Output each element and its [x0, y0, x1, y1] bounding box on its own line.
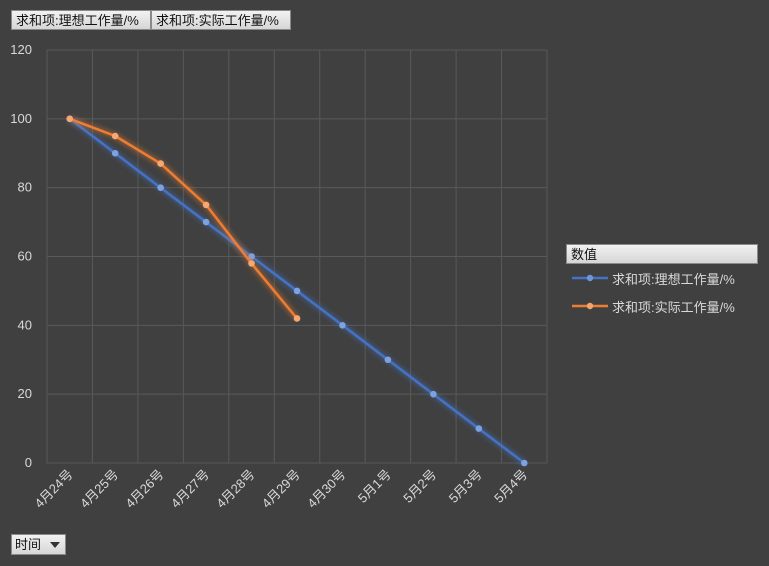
x-tick-label: 4月29号 — [259, 467, 303, 511]
axis-field-button-time[interactable]: 时间 — [11, 534, 66, 555]
x-tick-label: 5月3号 — [446, 467, 485, 506]
x-tick-label: 5月4号 — [491, 467, 530, 506]
data-point-ideal — [293, 287, 301, 295]
y-tick-label: 100 — [10, 111, 32, 126]
y-axis-ticks: 0 20 40 60 80 100 120 — [10, 42, 32, 470]
data-point-actual — [157, 160, 164, 167]
y-tick-label: 80 — [18, 180, 32, 195]
data-point-ideal — [384, 356, 392, 364]
data-point-actual — [66, 115, 74, 123]
series-line-actual — [69, 117, 298, 320]
legend-marker-ideal — [572, 274, 608, 282]
y-tick-label: 20 — [18, 386, 32, 401]
data-point-ideal — [430, 390, 437, 398]
legend-item-actual: 求和项:实际工作量/% — [566, 292, 758, 320]
dropdown-arrow-icon[interactable] — [50, 542, 60, 548]
x-tick-label: 5月1号 — [355, 467, 394, 506]
legend-title[interactable]: 数值 — [566, 244, 758, 264]
data-point-actual — [248, 260, 255, 267]
data-point-actual — [293, 315, 301, 322]
data-point-ideal — [202, 218, 210, 226]
x-tick-label: 4月30号 — [304, 467, 348, 511]
y-tick-label: 0 — [25, 455, 32, 470]
x-tick-label: 4月24号 — [32, 467, 76, 511]
data-point-ideal — [339, 322, 346, 329]
series-layer — [66, 115, 528, 467]
legend: 数值 求和项:理想工作量/% 求和项:实际工作量/% — [566, 244, 758, 320]
y-tick-label: 40 — [18, 317, 32, 332]
x-tick-label: 4月28号 — [213, 467, 257, 511]
y-tick-label: 120 — [10, 42, 32, 57]
x-tick-label: 5月2号 — [400, 467, 439, 506]
x-axis-ticks: 4月24号 4月25号 4月26号 4月27号 4月28号 4月29号 4月30号 5月1号 5… — [32, 467, 531, 511]
data-point-ideal — [475, 425, 483, 432]
value-field-button-ideal[interactable]: 求和项:理想工作量/% — [11, 10, 151, 30]
legend-label-actual: 求和项:实际工作量/% — [612, 299, 735, 315]
data-point-actual — [111, 132, 119, 140]
legend-item-ideal: 求和项:理想工作量/% — [566, 264, 758, 292]
data-point-ideal — [111, 149, 119, 157]
data-point-actual — [202, 201, 210, 209]
legend-label-ideal: 求和项:理想工作量/% — [612, 271, 735, 287]
x-tick-label: 4月27号 — [168, 467, 212, 511]
legend-marker-actual — [572, 302, 608, 310]
x-tick-label: 4月26号 — [122, 467, 166, 511]
axis-field-label: 时间 — [15, 537, 42, 552]
y-tick-label: 60 — [18, 249, 32, 264]
grid-lines — [46, 49, 548, 464]
data-point-ideal — [248, 253, 255, 260]
data-point-ideal — [157, 184, 164, 191]
data-point-ideal — [520, 459, 528, 467]
value-field-button-actual[interactable]: 求和项:实际工作量/% — [151, 10, 291, 30]
x-tick-label: 4月25号 — [77, 467, 121, 511]
